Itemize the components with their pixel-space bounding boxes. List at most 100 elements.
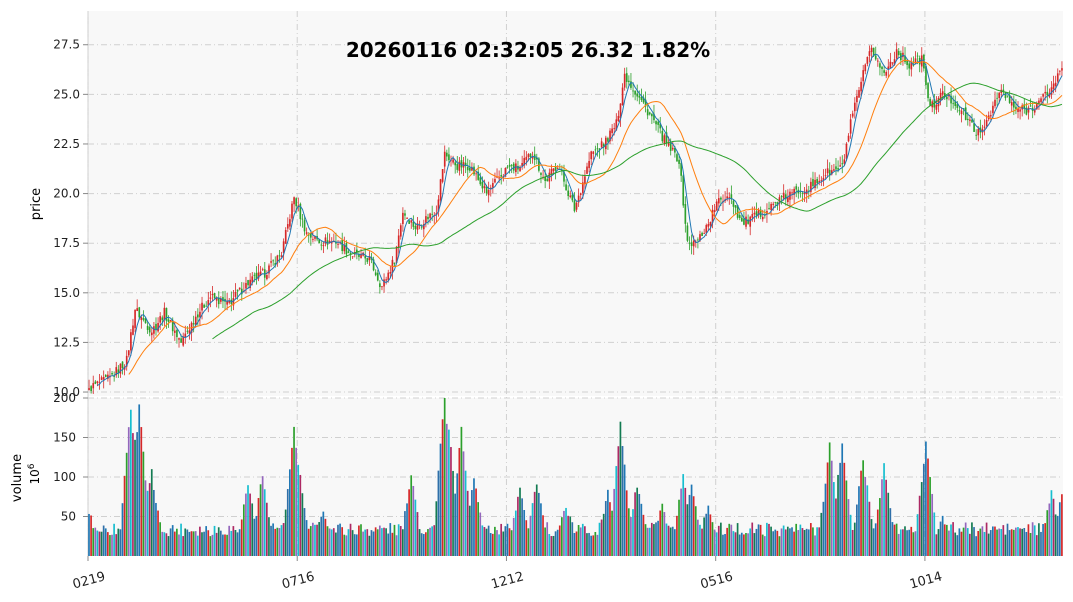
volume-bar <box>659 510 662 556</box>
volume-bar <box>621 446 624 556</box>
candle-body <box>579 193 582 195</box>
volume-bar <box>669 527 672 556</box>
volume-bar <box>519 487 521 556</box>
volume-bar <box>355 534 358 556</box>
volume-bar <box>171 525 174 556</box>
candle-body <box>699 234 701 241</box>
candle-body <box>320 244 323 246</box>
volume-bar <box>468 505 471 556</box>
candle-body <box>632 90 634 92</box>
candle-body <box>94 381 97 384</box>
candle-body <box>973 123 975 132</box>
candle-body <box>529 153 532 158</box>
candle-body <box>1042 94 1044 97</box>
candle-body <box>759 209 762 217</box>
candle-body <box>253 274 256 276</box>
candle-body <box>776 202 779 206</box>
candle-body <box>538 158 540 171</box>
volume-bar <box>899 529 902 556</box>
volume-bar <box>904 526 906 556</box>
volume-bar <box>176 528 178 556</box>
volume-bar <box>954 532 957 556</box>
candle-body <box>379 283 381 288</box>
candle-body <box>500 175 503 177</box>
candle-body <box>512 163 515 171</box>
volume-bar <box>753 533 756 556</box>
volume-bar <box>544 527 546 556</box>
candle-body <box>663 135 666 144</box>
candlesticks <box>88 42 1063 394</box>
volume-bar <box>464 470 467 556</box>
volume-bar <box>602 513 605 556</box>
date-tick-label: 1014 <box>908 569 944 592</box>
volume-bar <box>849 514 852 556</box>
volume-bar <box>410 475 413 556</box>
volume-bar <box>784 529 787 556</box>
volume-bar <box>261 476 264 556</box>
volume-bar <box>763 536 766 556</box>
volume-bar <box>427 529 429 556</box>
candle-body <box>671 147 674 150</box>
candle-body <box>609 130 611 142</box>
candle-body <box>383 279 385 287</box>
volume-bar <box>88 513 90 556</box>
volume-bar <box>240 519 243 556</box>
volume-bar <box>374 527 377 556</box>
candle-body <box>989 115 992 117</box>
candle-body <box>171 320 174 332</box>
volume-bar <box>535 484 538 556</box>
candle-body <box>337 244 339 245</box>
volume-bar <box>594 531 597 556</box>
volume-bar <box>987 533 990 556</box>
candle-body <box>182 336 185 346</box>
candle-body <box>531 156 534 159</box>
volume-bar <box>879 498 881 556</box>
candle-body <box>1061 68 1063 71</box>
volume-bar <box>1012 529 1015 556</box>
candle-body <box>211 294 214 296</box>
candle-body <box>690 242 693 246</box>
candle-body <box>385 279 387 281</box>
volume-bar <box>929 477 931 556</box>
candle-body <box>969 119 971 121</box>
candle-body <box>655 121 657 125</box>
candle-body <box>584 176 586 185</box>
volume-bar <box>573 532 576 556</box>
volume-bar <box>454 493 456 556</box>
candle-body <box>814 179 816 188</box>
volume-bar <box>839 462 841 556</box>
volume-bar <box>770 526 772 556</box>
volume-bar <box>607 489 609 556</box>
candle-body <box>395 246 398 263</box>
volume-bar <box>345 535 348 556</box>
candle-body <box>795 186 798 190</box>
candle-body <box>563 171 565 182</box>
volume-bar <box>466 490 469 556</box>
candle-body <box>167 319 170 323</box>
volume-bar <box>378 525 381 556</box>
volume-bar <box>916 514 919 556</box>
volume-bar <box>667 525 670 556</box>
candle-body <box>571 194 574 201</box>
volume-bar <box>799 524 802 556</box>
volume-bar <box>397 524 400 556</box>
candle-body <box>851 113 854 117</box>
volume-bar <box>709 514 712 556</box>
candle-body <box>1025 107 1028 115</box>
candle-body <box>92 383 95 389</box>
volume-bar <box>138 404 141 556</box>
candle-body <box>238 287 241 290</box>
volume-bar <box>113 523 115 556</box>
volume-bar <box>134 439 136 556</box>
volume-bar <box>1035 535 1038 556</box>
volume-bar <box>655 522 657 556</box>
candle-body <box>876 60 879 62</box>
volume-bar <box>835 498 837 556</box>
candle-body <box>489 187 492 189</box>
candle-body <box>761 216 764 220</box>
candle-body <box>753 212 756 215</box>
candle-body <box>975 134 978 136</box>
volume-bar <box>328 528 331 556</box>
candle-body <box>971 119 973 123</box>
candle-body <box>625 73 628 82</box>
